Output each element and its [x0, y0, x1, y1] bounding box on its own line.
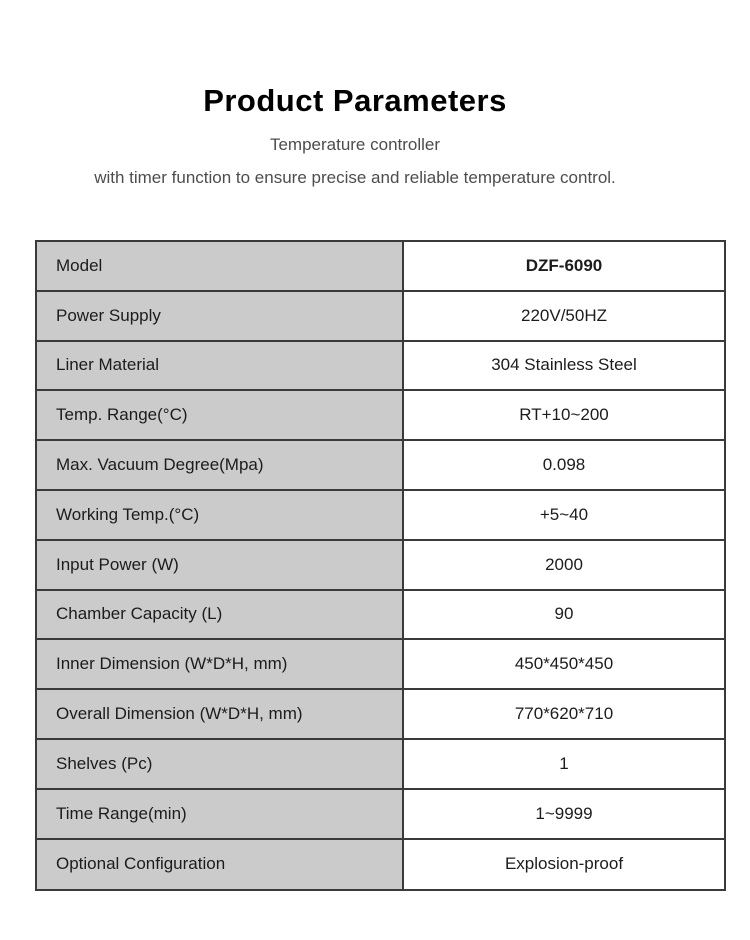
spec-label-cell: Working Temp.(°C): [37, 490, 404, 539]
table-row: Shelves (Pc) 1: [37, 739, 724, 790]
spec-label-cell: Model: [37, 242, 404, 290]
table-row: Input Power (W) 2000: [37, 540, 724, 591]
spec-value-cell: 2000: [404, 540, 724, 589]
table-row: Power Supply 220V/50HZ: [37, 291, 724, 342]
table-row: Temp. Range(°C) RT+10~200: [37, 391, 724, 442]
spec-value-cell: DZF-6090: [404, 242, 724, 290]
description-line: with timer function to ensure precise an…: [94, 168, 616, 187]
spec-table: Model DZF-6090 Power Supply 220V/50HZ Liner …: [35, 240, 726, 892]
spec-value-cell: Explosion-proof: [404, 839, 724, 890]
spec-label-cell: Overall Dimension (W*D*H, mm): [37, 690, 404, 738]
spec-label-cell: Power Supply: [37, 291, 404, 340]
spec-value-cell: +5~40: [404, 490, 724, 539]
spec-label-cell: Optional Configuration: [37, 839, 404, 890]
spec-value-cell: 770*620*710: [404, 690, 724, 738]
page-title: Product Parameters: [203, 83, 507, 118]
spec-label-cell: Max. Vacuum Degree(Mpa): [37, 441, 404, 489]
table-row: Time Range(min) 1~9999: [37, 789, 724, 840]
spec-value-cell: 0.098: [404, 441, 724, 489]
spec-value-cell: 220V/50HZ: [404, 291, 724, 340]
spec-label-cell: Input Power (W): [37, 540, 404, 589]
spec-label-cell: Time Range(min): [37, 789, 404, 838]
spec-label-cell: Inner Dimension (W*D*H, mm): [37, 640, 404, 689]
spec-label-cell: Liner Material: [37, 341, 404, 390]
subtitle: Temperature controller: [269, 135, 441, 154]
spec-label-cell: Temp. Range(°C): [37, 391, 404, 440]
table-row: Max. Vacuum Degree(Mpa) 0.098: [37, 441, 724, 491]
table-row: Optional Configuration Explosion-proof: [37, 839, 724, 890]
table-row: Inner Dimension (W*D*H, mm) 450*450*450: [37, 640, 724, 691]
table-row: Chamber Capacity (L) 90: [37, 590, 724, 641]
table-row: Model DZF-6090: [37, 242, 724, 292]
spec-value-cell: 1: [404, 739, 724, 788]
spec-value-cell: RT+10~200: [404, 391, 724, 440]
spec-value-cell: 304 Stainless Steel: [404, 341, 724, 390]
spec-value-cell: 1~9999: [404, 789, 724, 838]
table-row: Liner Material 304 Stainless Steel: [37, 341, 724, 392]
spec-value-cell: 90: [404, 590, 724, 639]
page-header: Product Parameters Temperature controlle…: [0, 84, 710, 188]
spec-label-cell: Shelves (Pc): [37, 739, 404, 788]
spec-value-cell: 450*450*450: [404, 640, 724, 689]
table-row: Working Temp.(°C) +5~40: [37, 490, 724, 541]
spec-label-cell: Chamber Capacity (L): [37, 590, 404, 639]
table-row: Overall Dimension (W*D*H, mm) 770*620*710: [37, 690, 724, 740]
